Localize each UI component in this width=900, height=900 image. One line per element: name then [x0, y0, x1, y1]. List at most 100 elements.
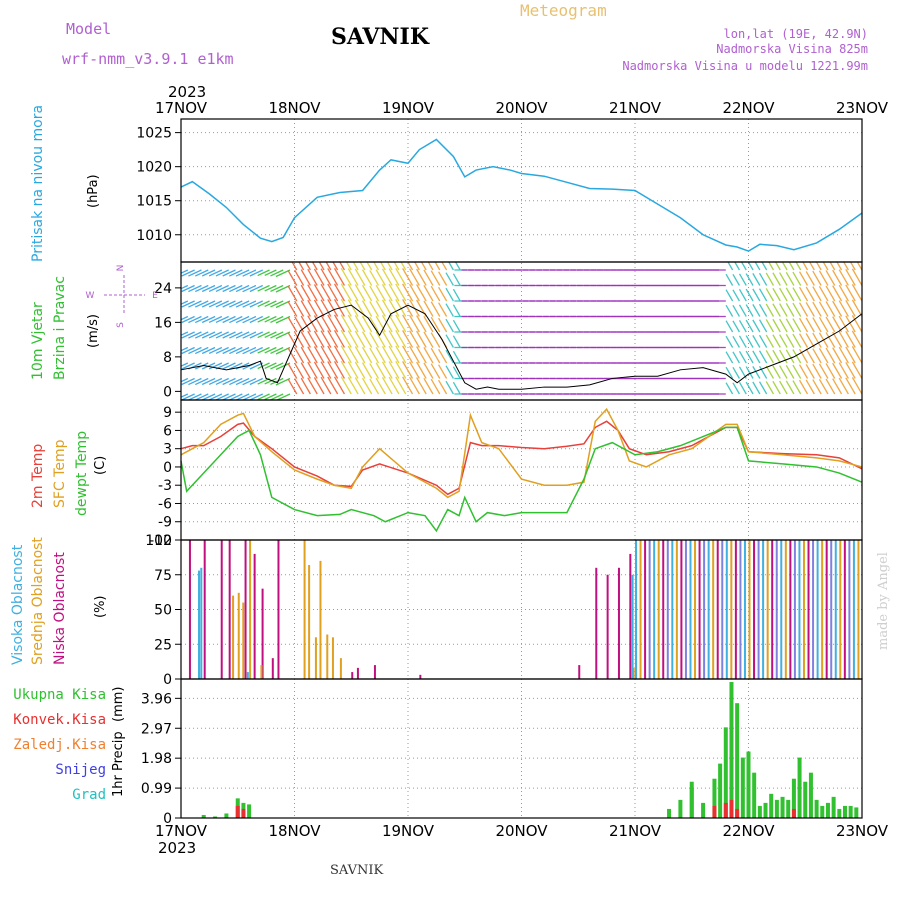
wind-barb: [194, 393, 209, 400]
wind-barb: [402, 345, 414, 364]
wind-barb: [347, 299, 359, 317]
wind-barb: [402, 268, 414, 286]
wind-barb: [188, 300, 202, 308]
wind-barb: [235, 393, 250, 400]
wind-barb: [838, 315, 849, 333]
wind-barb: [752, 335, 761, 348]
wind-barb: [792, 302, 802, 317]
wind-barb: [215, 284, 229, 293]
wind-barb: [781, 262, 788, 271]
wind-barb: [194, 315, 209, 324]
wind-speed-line: [180, 304, 863, 390]
wind-barb: [300, 315, 311, 333]
wind-barb: [300, 284, 311, 302]
wind-barb: [369, 332, 380, 348]
cloud-bar: [675, 540, 678, 679]
wind-barb: [725, 320, 734, 333]
wind-barb: [849, 262, 856, 271]
wind-barb: [352, 262, 359, 271]
wind-barb: [347, 283, 359, 302]
cloud-bar: [848, 540, 851, 679]
wind-barb: [395, 283, 407, 302]
wind-barb: [361, 300, 373, 317]
cloud-bar: [730, 540, 733, 679]
precip-legend-item: Zaledj.Kisa: [13, 737, 106, 753]
wind-barb: [264, 393, 277, 400]
wind-barb: [181, 332, 182, 333]
wind-barb: [838, 346, 849, 364]
wind-barb: [822, 262, 829, 271]
wind-barb: [313, 346, 325, 364]
wind-barb: [249, 393, 263, 400]
cloud-bar: [617, 567, 620, 679]
wind-barb: [725, 273, 734, 286]
wind-barb: [416, 330, 427, 348]
x-tick-label-bottom: 17NOV: [155, 822, 208, 840]
precip-tick-label: 0: [163, 811, 172, 827]
cloud-bar: [662, 540, 665, 679]
precip-bar: [797, 757, 802, 818]
wind-barb: [792, 271, 802, 286]
wind-barb: [333, 314, 346, 333]
cloud-bar: [246, 672, 249, 679]
wind-barb: [294, 378, 305, 395]
wind-barb: [354, 330, 366, 348]
wind-barb: [270, 346, 284, 355]
wind-barb: [340, 345, 352, 364]
wind-barb: [825, 332, 836, 348]
cloud-bar: [639, 540, 642, 679]
wind-barb: [445, 272, 454, 286]
temp2m-line: [180, 420, 863, 496]
wind-barb: [761, 262, 768, 271]
precip-bar: [848, 805, 853, 818]
wind-barb: [325, 262, 332, 271]
wind-barb: [725, 289, 734, 302]
wind-barb: [264, 331, 277, 339]
precip-bar: [825, 802, 830, 818]
wind-barb: [181, 393, 195, 400]
wind-barb: [832, 362, 843, 379]
wind-barb: [320, 345, 332, 364]
wind-barb: [818, 285, 829, 302]
wind-barb: [307, 361, 318, 379]
cloud-bar: [203, 540, 206, 679]
wind-barb: [745, 381, 754, 395]
wind-barb: [327, 283, 339, 302]
wind-barb: [395, 376, 407, 395]
wind-barb: [805, 317, 815, 333]
temp-tick-label: 6: [163, 423, 172, 439]
cloud-bar: [277, 540, 280, 679]
wind-barb: [798, 302, 809, 317]
wind-barb: [745, 350, 754, 364]
wind-barb: [311, 262, 318, 271]
wind-barb: [287, 348, 298, 364]
wind-barb: [249, 377, 263, 386]
wind-barb: [194, 346, 209, 355]
wind-barb: [235, 269, 250, 277]
wind-barb: [242, 269, 257, 277]
precip-bar: [831, 796, 836, 818]
wind-barb: [832, 331, 843, 348]
wind-barb: [188, 346, 202, 355]
wind-barb: [752, 366, 761, 379]
wind-barb: [825, 301, 836, 317]
precip-bar: [740, 757, 745, 818]
cloud-bar: [789, 540, 792, 679]
wind-barb: [772, 287, 781, 302]
wind-barb: [242, 284, 257, 293]
wind-barb: [222, 315, 236, 324]
x-tick-label-bottom: 19NOV: [382, 822, 435, 840]
wind-barb: [300, 362, 311, 379]
precip-tick-label: 0.99: [141, 781, 172, 797]
wind-barb: [300, 331, 311, 348]
cloud-bar: [771, 540, 774, 679]
wind-barb: [235, 300, 250, 308]
wind-barb: [215, 269, 229, 277]
wind-barb: [354, 268, 366, 286]
cloud-bar: [237, 592, 240, 679]
wind-barb: [798, 364, 809, 379]
wind-barb: [738, 304, 747, 317]
wind-barb: [785, 272, 795, 286]
precip-bar: [820, 805, 825, 818]
wind-barb: [264, 315, 277, 323]
